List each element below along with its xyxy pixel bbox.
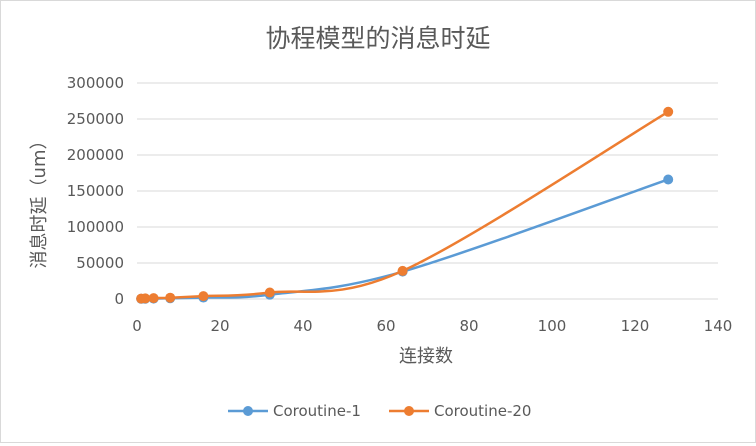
legend-marker-coroutine-20 <box>404 406 414 416</box>
x-tick-label: 120 <box>621 317 650 335</box>
x-tick-label: 100 <box>538 317 567 335</box>
data-point-coroutine-20 <box>165 292 176 303</box>
data-point-coroutine-20 <box>148 293 159 304</box>
chart-title: 协程模型的消息时延 <box>265 24 490 53</box>
y-tick-label: 100000 <box>67 218 124 236</box>
y-tick-label: 150000 <box>67 182 124 200</box>
series-line-coroutine-1 <box>139 178 670 301</box>
legend-label-coroutine-1: Coroutine-1 <box>273 402 361 420</box>
x-tick-label: 60 <box>376 317 395 335</box>
x-axis-title: 连接数 <box>399 346 453 367</box>
legend: Coroutine-1 Coroutine-20 <box>228 402 531 420</box>
y-axis-title: 消息时延（um） <box>29 132 50 269</box>
y-tick-label: 50000 <box>76 254 124 272</box>
legend-marker-coroutine-1 <box>243 406 253 416</box>
x-tick-label: 0 <box>132 317 142 335</box>
data-point-coroutine-20 <box>264 287 275 298</box>
x-tick-label: 140 <box>704 317 733 335</box>
y-tick-label: 250000 <box>67 110 124 128</box>
y-tick-label: 0 <box>114 290 124 308</box>
x-tick-label: 20 <box>210 317 229 335</box>
data-point-coroutine-1 <box>663 174 674 185</box>
data-point-coroutine-20 <box>397 265 408 276</box>
legend-label-coroutine-20: Coroutine-20 <box>434 402 531 420</box>
data-point-coroutine-20 <box>198 291 209 302</box>
x-tick-label: 80 <box>459 317 478 335</box>
y-tick-label: 200000 <box>67 146 124 164</box>
y-tick-label: 300000 <box>67 74 124 92</box>
grid-layer <box>137 82 718 264</box>
x-tick-label: 40 <box>293 317 312 335</box>
series-layer <box>136 106 674 304</box>
tick-layer: 0 50000 100000 150000 200000 250000 300000 0 20 4… <box>67 74 733 335</box>
data-point-coroutine-20 <box>140 293 151 304</box>
data-point-coroutine-20 <box>663 106 674 117</box>
